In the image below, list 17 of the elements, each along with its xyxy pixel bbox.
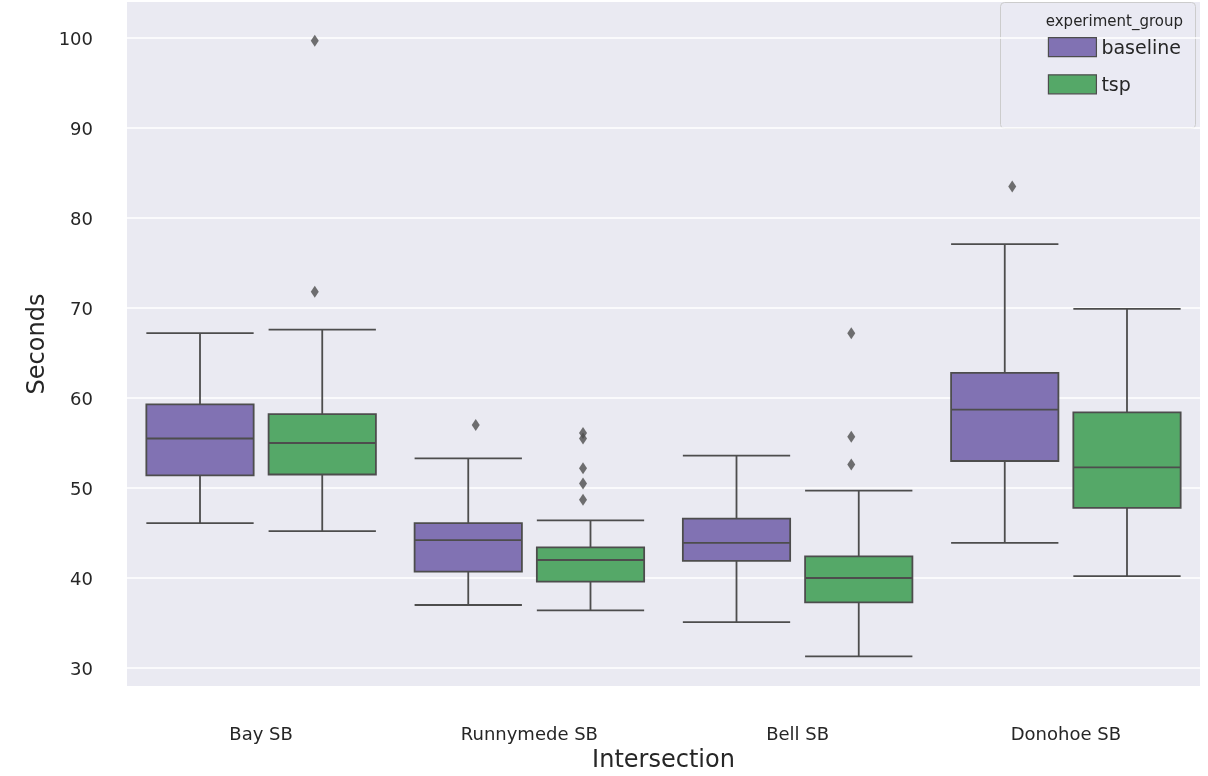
y-tick-label: 30 — [70, 657, 93, 679]
y-tick-label: 80 — [70, 207, 93, 229]
x-tick-label: Bay SB — [229, 722, 293, 744]
y-tick-label: 90 — [70, 117, 93, 139]
y-axis-title: Seconds — [21, 293, 50, 395]
x-tick-label: Donohoe SB — [1010, 722, 1122, 744]
legend-label: baseline — [1101, 36, 1182, 59]
y-tick-label: 60 — [70, 387, 93, 409]
legend-title: experiment_group — [1045, 11, 1184, 31]
x-axis-title: Intersection — [592, 744, 735, 773]
legend-label: tsp — [1101, 73, 1131, 96]
y-tick-label: 50 — [70, 477, 93, 499]
y-tick-label: 70 — [70, 297, 93, 319]
x-tick-label: Bell SB — [766, 722, 830, 744]
x-tick-label: Runnymede SB — [460, 722, 598, 744]
y-tick-label: 40 — [70, 567, 93, 589]
y-tick-label: 100 — [58, 27, 93, 49]
